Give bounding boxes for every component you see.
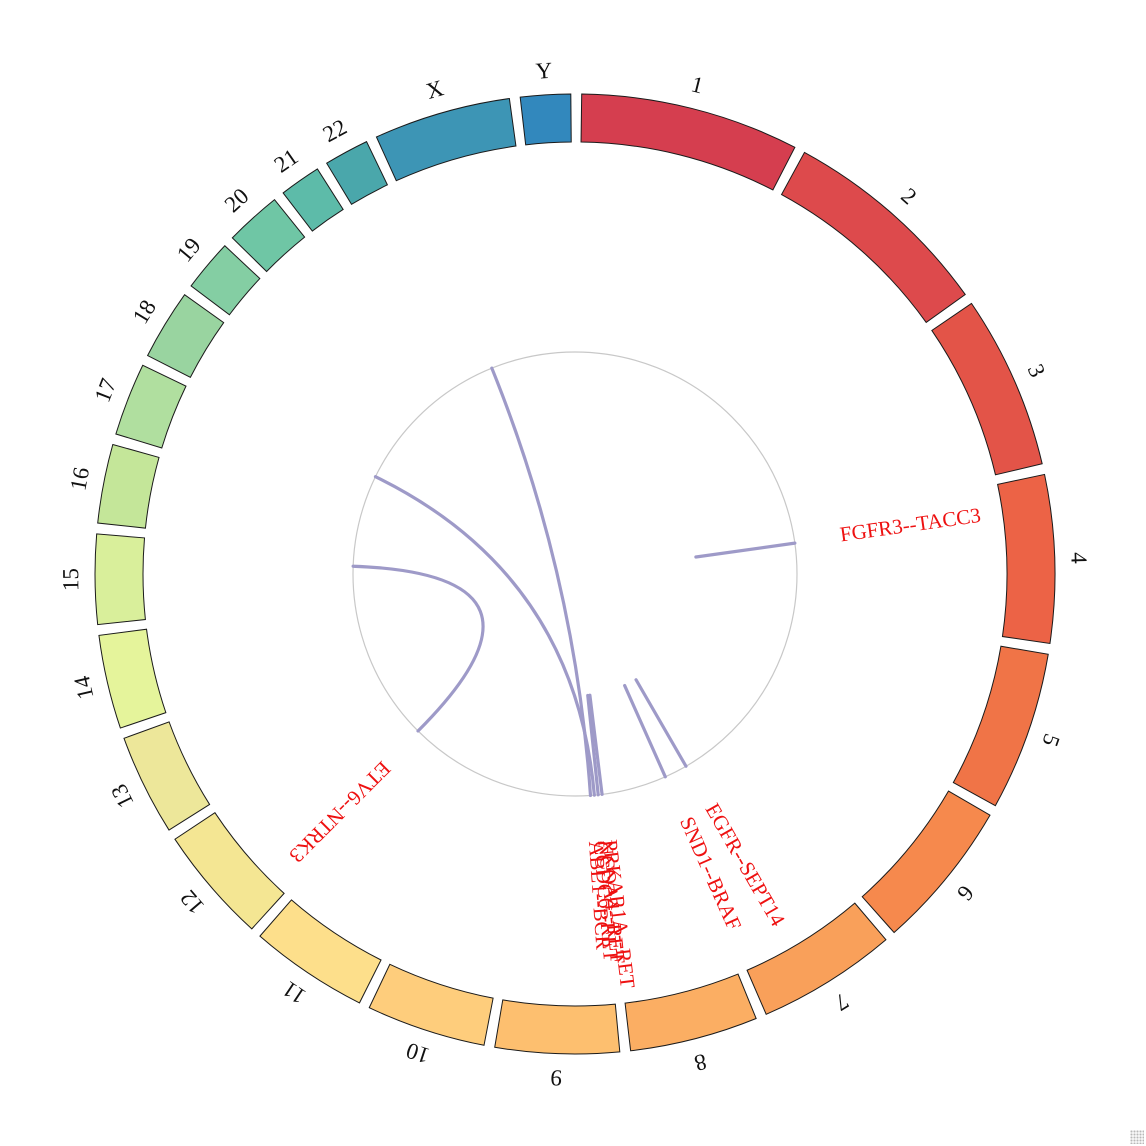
- chromosome-16-label: 16: [65, 465, 94, 492]
- fusion-link-egfr-sept14: [634, 678, 688, 768]
- chromosome-18-label: 18: [128, 296, 161, 329]
- chromosome-x-label: X: [423, 75, 446, 104]
- chromosome-4-band: [997, 473, 1056, 645]
- chromosome-14-label: 14: [69, 673, 99, 702]
- fusion-link-ccdc6-ret: [373, 475, 596, 797]
- chromosome-12-band: [174, 811, 285, 930]
- chromosome-13-label: 13: [106, 780, 139, 812]
- fusion-links: [351, 366, 797, 798]
- resize-grip[interactable]: [1130, 1130, 1144, 1144]
- chromosome-15-label: 15: [58, 568, 83, 591]
- chromosome-21-band: [282, 168, 344, 232]
- chromosome-7-band: [746, 902, 887, 1015]
- chromosome-17-band: [115, 364, 187, 449]
- chromosome-20-label: 20: [220, 183, 254, 217]
- chromosome-5-band: [952, 645, 1049, 807]
- fusion-link-prkar1a-ret: [588, 693, 604, 796]
- chromosome-20-band: [231, 198, 306, 273]
- chromosome-15-band: [94, 533, 146, 626]
- chromosome-4-label: 4: [1066, 552, 1091, 565]
- chromosome-11-band: [259, 899, 382, 1004]
- chromosome-13-band: [123, 721, 211, 831]
- fusion-link-fgfr3-tacc3: [694, 541, 797, 559]
- fusion-link-etv6-ntrk3: [351, 564, 485, 733]
- chromosome-10-label: 10: [403, 1038, 433, 1069]
- chromosome-8-band: [624, 973, 757, 1052]
- fusion-link-ncoa4-ret: [586, 693, 600, 797]
- chromosome-7-label: 7: [830, 988, 853, 1015]
- fusion-label-etv6-ntrk3: ETV6--NTRK3: [285, 757, 396, 868]
- chromosome-21-label: 21: [270, 144, 303, 178]
- chromosome-2-label: 2: [896, 183, 921, 209]
- chromosome-y-band: [519, 93, 572, 146]
- chromosome-12-label: 12: [175, 885, 209, 919]
- chromosome-x-band: [375, 97, 517, 182]
- chromosome-5-label: 5: [1037, 731, 1064, 750]
- chromosome-8-label: 8: [692, 1049, 709, 1076]
- chromosome-19-band: [190, 245, 261, 316]
- chromosome-9-label: 9: [550, 1065, 562, 1090]
- chromosome-14-band: [98, 628, 167, 729]
- fusion-link-abl1-bcr: [490, 366, 593, 798]
- chromosome-10-band: [368, 963, 494, 1046]
- chromosome-18-band: [146, 294, 225, 379]
- chromosome-11-label: 11: [278, 976, 310, 1009]
- chromosome-9-band: [494, 999, 621, 1055]
- chromosome-y-label: Y: [535, 58, 554, 84]
- fusion-label-fgfr3-tacc3: FGFR3--TACC3: [838, 503, 982, 547]
- fusion-labels: FGFR3--TACC3EGFR--SEPT14SND1--BRAFPRKAR1…: [285, 503, 983, 990]
- chromosome-22-band: [325, 140, 389, 205]
- chromosome-6-label: 6: [952, 881, 979, 906]
- chromosome-1-band: [580, 93, 796, 191]
- inner-circle: [352, 351, 798, 797]
- fusion-link-snd1-braf: [623, 683, 667, 779]
- chromosome-3-band: [931, 302, 1043, 476]
- chromosome-17-label: 17: [90, 375, 122, 406]
- chromosome-19-label: 19: [172, 233, 206, 267]
- chromosome-1-label: 1: [689, 71, 706, 98]
- chromosome-3-label: 3: [1023, 360, 1051, 381]
- chromosome-22-label: 22: [319, 114, 351, 147]
- chromosome-16-band: [97, 443, 160, 529]
- chromosome-6-band: [861, 790, 991, 934]
- chromosome-2-band: [780, 151, 966, 324]
